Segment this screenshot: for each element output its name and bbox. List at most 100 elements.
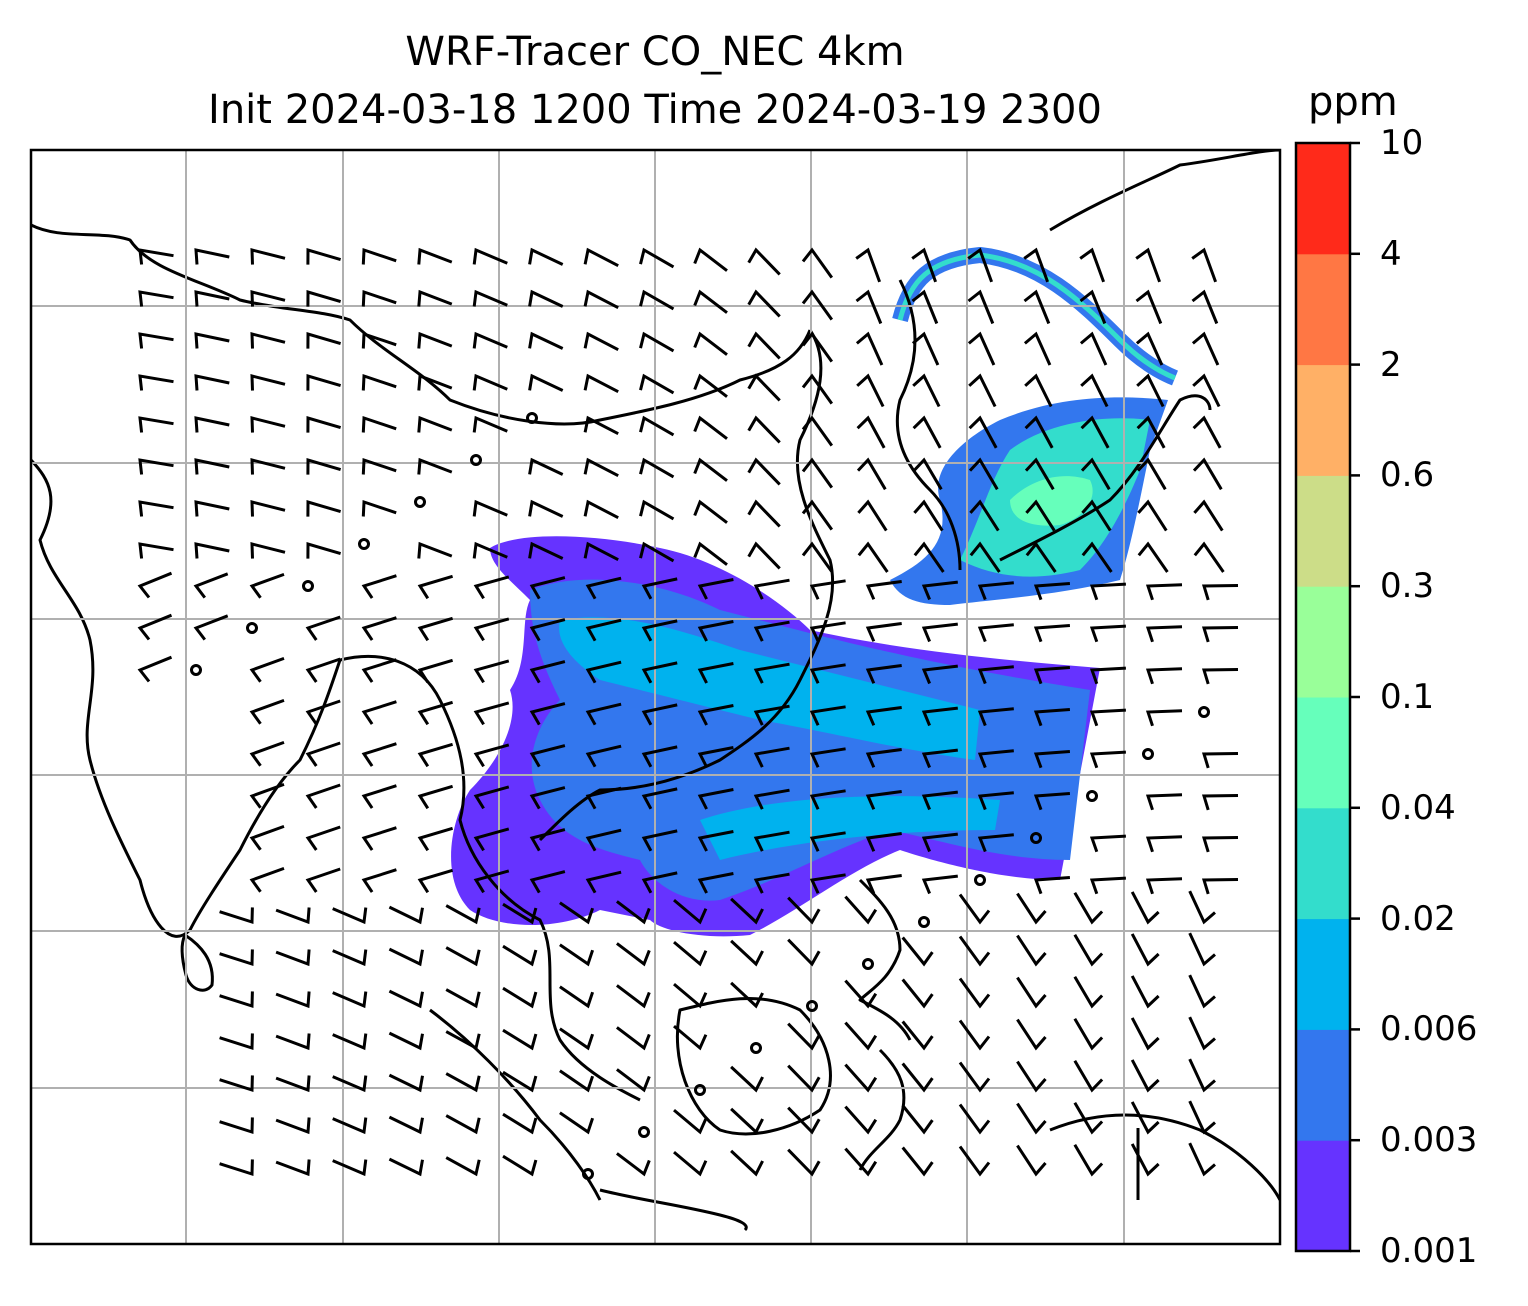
wind-barb-395 xyxy=(901,1062,934,1093)
wind-barb-138 xyxy=(1081,499,1112,532)
wind-barb-151 xyxy=(693,541,728,566)
wind-barb-139 xyxy=(1137,499,1168,532)
coast-west-asia xyxy=(31,223,812,426)
wind-barb-103 xyxy=(250,458,286,475)
wind-barb-286 xyxy=(865,832,902,852)
wind-barb-52 xyxy=(747,331,781,360)
wind-barb-295 xyxy=(361,868,397,893)
wind-barb-418 xyxy=(1188,1100,1216,1135)
wind-barb-405 xyxy=(445,1114,481,1135)
wind-barb-calm-306 xyxy=(974,874,986,886)
wind-barb-76 xyxy=(968,373,997,408)
wind-barb-413 xyxy=(901,1104,934,1135)
wind-barb-97 xyxy=(1024,415,1054,449)
wind-barb-calm-255 xyxy=(1142,748,1154,760)
wind-barb-8 xyxy=(528,247,564,266)
wind-barb-420 xyxy=(275,1159,311,1177)
colorbar-tick-label-2: 0.006 xyxy=(1380,1009,1478,1050)
colorbar-tick-label-7: 0.6 xyxy=(1380,455,1435,496)
wind-barb-261 xyxy=(473,785,510,810)
wind-barb-67 xyxy=(472,373,508,391)
wind-barb-140 xyxy=(1193,499,1224,532)
wind-barb-375 xyxy=(787,1022,821,1051)
wind-barb-132 xyxy=(747,499,781,528)
wind-barb-197 xyxy=(1033,624,1071,643)
wind-barb-172 xyxy=(753,578,790,600)
wind-barb-213 xyxy=(809,663,846,684)
wind-barb-337 xyxy=(673,940,708,967)
wind-barb-302 xyxy=(753,872,790,894)
wind-barb-154 xyxy=(857,541,889,573)
wind-barb-79 xyxy=(1136,373,1165,408)
wind-barb-188 xyxy=(529,618,566,642)
wind-barb-271 xyxy=(1033,792,1071,811)
wind-barb-14 xyxy=(855,247,882,283)
wind-barb-210 xyxy=(641,661,678,684)
wind-barb-203 xyxy=(249,656,285,683)
wind-barb-39 xyxy=(1135,289,1163,325)
wind-barb-195 xyxy=(921,622,958,643)
wind-barb-349 xyxy=(332,991,368,1009)
wind-barb-403 xyxy=(332,1117,368,1135)
wind-barb-345 xyxy=(1130,933,1160,967)
wind-barb-366 xyxy=(275,1033,311,1051)
wind-barb-144 xyxy=(306,541,342,559)
wind-barb-30 xyxy=(639,289,675,311)
wind-barb-186 xyxy=(417,616,454,642)
wind-barb-351 xyxy=(445,988,481,1009)
wind-barb-149 xyxy=(583,541,619,562)
wind-barb-264 xyxy=(641,787,678,810)
wind-barb-215 xyxy=(921,664,958,685)
wind-barb-320 xyxy=(730,897,764,925)
wind-barb-431 xyxy=(901,1146,934,1177)
wind-barb-281 xyxy=(585,828,622,852)
wind-barb-58 xyxy=(1079,331,1108,366)
wind-barb-204 xyxy=(305,657,341,683)
wind-barb-165 xyxy=(361,574,397,599)
wind-barb-369 xyxy=(445,1030,481,1051)
wind-barb-384 xyxy=(275,1075,311,1093)
wind-barb-417 xyxy=(1130,1101,1160,1135)
wind-barb-calm-391 xyxy=(694,1084,706,1096)
plume-northern-hotspot xyxy=(1010,476,1093,526)
colorbar-segment-4 xyxy=(1296,697,1350,809)
wind-barb-65 xyxy=(361,373,397,391)
wind-barb-240 xyxy=(305,741,341,767)
wind-barb-252 xyxy=(977,749,1014,769)
wind-barb-77 xyxy=(1024,373,1053,408)
wind-barb-89 xyxy=(583,415,619,436)
wind-barb-322 xyxy=(844,895,878,925)
wind-barb-247 xyxy=(697,746,734,768)
wind-barb-230 xyxy=(753,704,790,726)
wind-barb-402 xyxy=(275,1117,311,1135)
wind-barb-404 xyxy=(388,1115,424,1135)
wind-barb-150 xyxy=(639,541,675,563)
wind-barb-55 xyxy=(911,331,940,366)
coast-sri-lanka xyxy=(180,933,214,992)
wind-barb-26 xyxy=(417,289,453,307)
wind-barb-253 xyxy=(1033,750,1071,769)
wind-barb-435 xyxy=(1130,1143,1160,1177)
wind-barb-321 xyxy=(787,896,821,925)
wind-barb-102 xyxy=(194,458,230,475)
wind-barb-calm-88 xyxy=(526,412,538,424)
wind-barb-319 xyxy=(673,898,708,925)
wind-barb-436 xyxy=(1188,1142,1216,1177)
wind-barb-234 xyxy=(977,707,1014,727)
wind-barb-121 xyxy=(138,500,174,517)
wind-barb-426 xyxy=(615,1152,651,1177)
wind-barb-157 xyxy=(1025,541,1057,573)
wind-barb-134 xyxy=(857,499,888,532)
wind-barb-245 xyxy=(585,744,622,768)
wind-barb-37 xyxy=(1023,289,1051,325)
wind-barb-228 xyxy=(641,703,678,726)
wind-barb-237 xyxy=(1145,709,1183,727)
colorbar-segment-0 xyxy=(1296,1140,1350,1252)
wind-barb-211 xyxy=(697,662,734,684)
wind-barb-270 xyxy=(977,791,1014,811)
wind-barb-71 xyxy=(693,373,728,398)
wind-barb-242 xyxy=(417,742,454,768)
wind-barb-362 xyxy=(1073,975,1104,1009)
colorbar-tick-label-6: 0.3 xyxy=(1380,566,1435,607)
